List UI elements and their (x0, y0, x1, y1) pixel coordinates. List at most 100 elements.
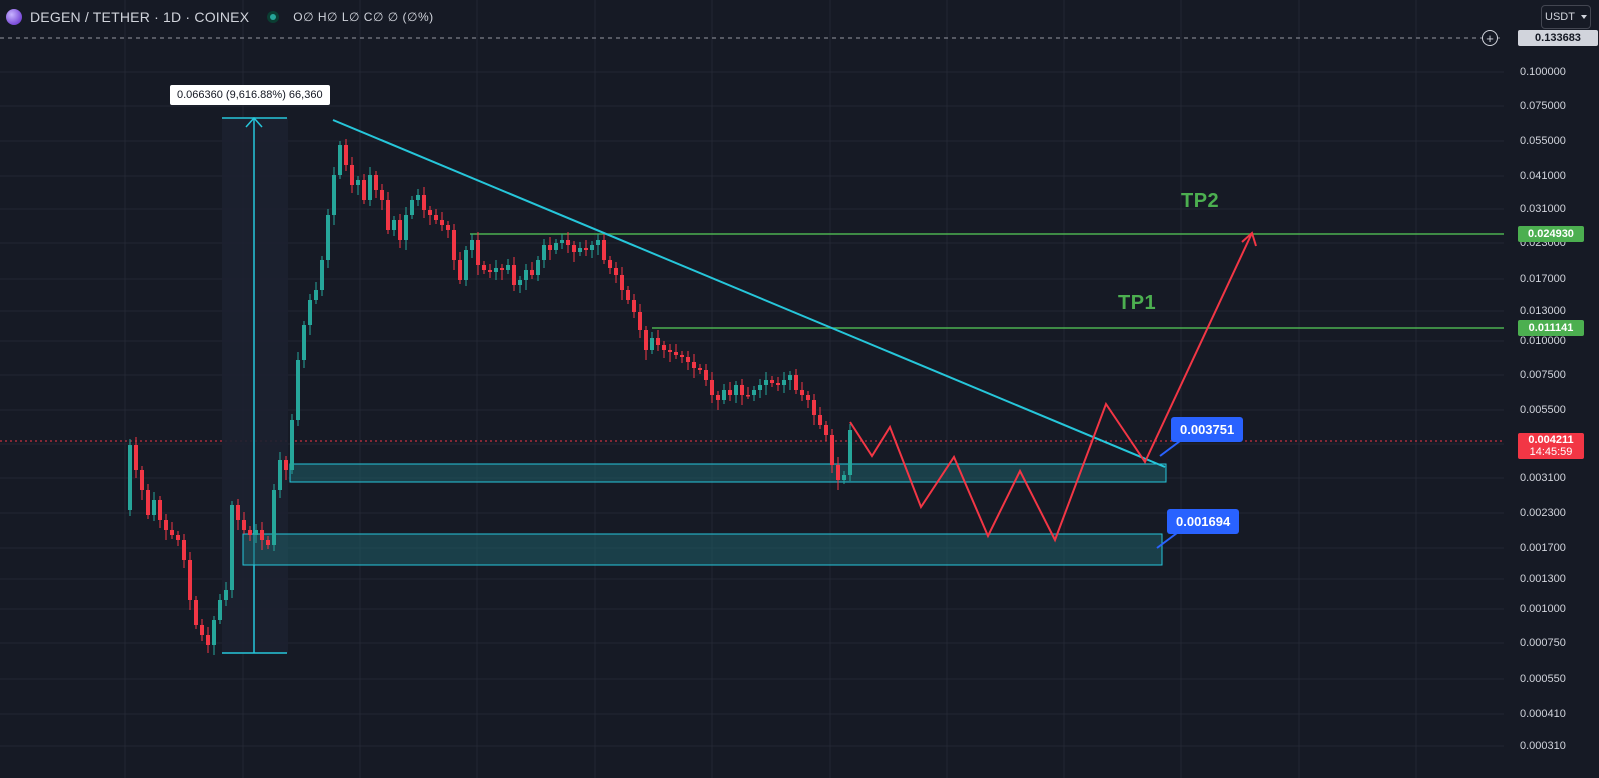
candle-body (788, 375, 792, 380)
candle-body (206, 635, 210, 645)
candle-body (158, 500, 162, 520)
candle-body (542, 245, 546, 260)
candle-body (254, 530, 258, 535)
candle-body (296, 360, 300, 420)
candle-body (278, 460, 282, 490)
chart-canvas[interactable] (0, 0, 1504, 778)
bar-countdown: 14:45:59 (1529, 446, 1573, 458)
candle-body (152, 500, 156, 515)
last-price-badge: 0.004211 14:45:59 (1518, 433, 1584, 459)
measure-label[interactable]: 0.066360 (9,616.88%) 66,360 (170, 85, 330, 105)
candle-body (800, 390, 804, 395)
candle-body (302, 325, 306, 360)
support-zone-lower (242, 533, 1163, 566)
candle-body (128, 445, 132, 510)
candle-body (680, 355, 684, 357)
ohlc-values: O∅ H∅ L∅ C∅ ∅ (∅%) (293, 10, 434, 24)
candle-body (464, 250, 468, 280)
candle-body (326, 215, 330, 260)
candle-body (698, 368, 702, 370)
candle-body (638, 312, 642, 330)
candle-body (146, 490, 150, 515)
callout-lower[interactable]: 0.001694 (1167, 509, 1240, 534)
candle-body (422, 195, 426, 210)
market-status-icon (267, 11, 280, 23)
trendline (332, 119, 1166, 468)
tp1-label[interactable]: TP1 (1118, 292, 1157, 314)
price-axis[interactable]: USDT + 0.133683 0.100000 0.075000 0.0550… (1482, 0, 1599, 778)
candle-body (230, 505, 234, 590)
candle-body (566, 240, 570, 245)
candle-body (758, 385, 762, 390)
candle-body (590, 245, 594, 250)
candle-body (308, 300, 312, 325)
candle-body (794, 375, 798, 390)
candle-body (608, 260, 612, 268)
candle-body (614, 268, 618, 275)
candle-body (782, 380, 786, 385)
price-tick: 0.013000 (1520, 305, 1566, 317)
price-tick: 0.000310 (1520, 740, 1566, 752)
candle-body (554, 243, 558, 250)
candle-body (440, 220, 444, 225)
candle-body (494, 268, 498, 272)
last-price-value: 0.004211 (1528, 434, 1574, 446)
candle-body (578, 248, 582, 252)
candle-body (752, 390, 756, 395)
candles (128, 139, 852, 655)
crosshair-price-badge: 0.133683 (1518, 30, 1598, 46)
candle-body (572, 245, 576, 252)
price-tick: 0.055000 (1520, 135, 1566, 147)
candle-body (728, 390, 732, 395)
candle-body (584, 248, 588, 250)
candle-body (482, 265, 486, 270)
candle-body (500, 268, 504, 270)
symbol-title[interactable]: DEGEN / TETHER · 1D · COINEX (30, 9, 250, 25)
candle-body (650, 338, 654, 350)
candle-body (374, 175, 378, 190)
candle-body (182, 540, 186, 560)
candle-body (842, 475, 846, 480)
price-tick: 0.000410 (1520, 708, 1566, 720)
price-tick: 0.017000 (1520, 273, 1566, 285)
candle-body (626, 290, 630, 300)
candle-body (176, 535, 180, 540)
candle-body (812, 400, 816, 415)
candle-body (410, 200, 414, 215)
add-alert-plus-icon[interactable]: + (1482, 30, 1498, 46)
candle-body (170, 530, 174, 535)
candle-body (740, 385, 744, 395)
candle-body (806, 395, 810, 400)
callout-upper[interactable]: 0.003751 (1171, 417, 1244, 442)
support-zone-upper (289, 463, 1167, 483)
candle-body (134, 445, 138, 470)
candle-body (272, 490, 276, 545)
candle-body (416, 195, 420, 200)
candle-body (662, 345, 666, 350)
candle-body (548, 245, 552, 250)
candle-body (164, 520, 168, 530)
candle-body (428, 210, 432, 215)
tp2-label[interactable]: TP2 (1181, 190, 1220, 212)
candle-body (776, 383, 780, 385)
candle-body (194, 600, 198, 625)
price-tick: 0.031000 (1520, 203, 1566, 215)
currency-select[interactable]: USDT (1541, 5, 1591, 29)
candle-body (560, 240, 564, 243)
price-tick: 0.001700 (1520, 542, 1566, 554)
candle-body (200, 625, 204, 635)
candle-body (266, 540, 270, 545)
price-tick: 0.000750 (1520, 637, 1566, 649)
candle-body (350, 165, 354, 185)
candle-body (674, 352, 678, 355)
candle-body (656, 338, 660, 345)
candle-body (524, 270, 528, 280)
candle-body (704, 370, 708, 380)
candle-body (248, 530, 252, 535)
candle-body (506, 265, 510, 270)
price-tick: 0.007500 (1520, 369, 1566, 381)
callout-upper-pointer (1159, 440, 1181, 457)
tp2-price-badge: 0.024930 (1518, 226, 1584, 242)
candle-body (488, 270, 492, 272)
candle-body (770, 380, 774, 383)
